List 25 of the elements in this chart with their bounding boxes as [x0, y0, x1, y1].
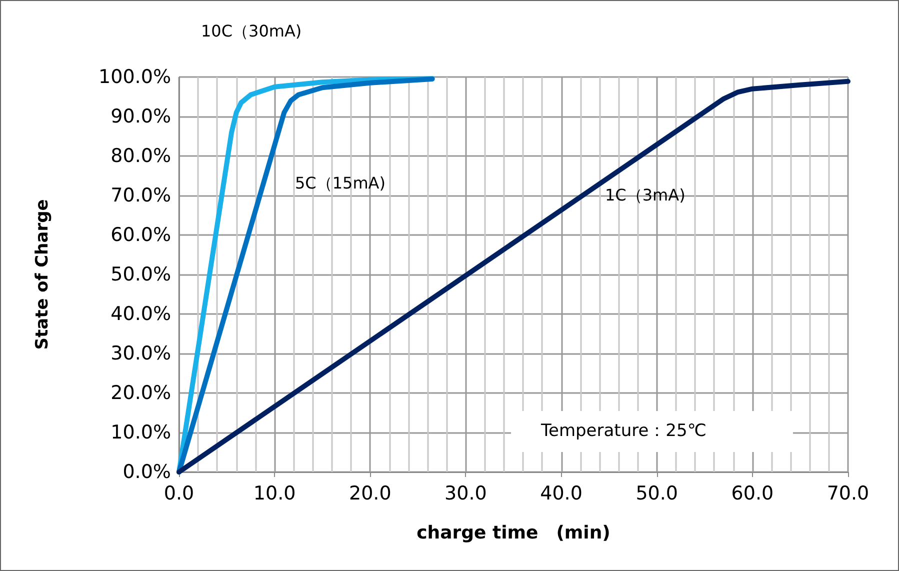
- y-tick-label: 10.0%: [110, 422, 171, 444]
- x-tick-label: 50.0: [636, 482, 678, 504]
- y-tick-label: 0.0%: [122, 461, 171, 483]
- annotation: Temperature：25℃: [541, 421, 706, 442]
- y-tick-label: 20.0%: [110, 382, 171, 404]
- y-tick-label: 70.0%: [110, 184, 171, 206]
- y-tick-label: 50.0%: [110, 264, 171, 286]
- y-axis-title: State of Charge: [32, 199, 52, 350]
- text: 10C（30mA): [201, 22, 302, 40]
- x-tick-label: 60.0: [731, 482, 774, 504]
- y-tick-label: 100.0%: [98, 66, 171, 88]
- y-tick-label: 30.0%: [110, 342, 171, 364]
- x-tick-label: 30.0: [444, 482, 487, 504]
- x-tick-label: 20.0: [348, 482, 392, 504]
- annotation: 5C（15mA): [295, 174, 386, 192]
- x-tick-label: 0.0: [164, 482, 194, 504]
- annotation: 1C（3mA): [605, 186, 686, 204]
- y-tick-label: 60.0%: [110, 224, 171, 246]
- x-tick-label: 70.0: [826, 482, 870, 504]
- y-tick-label: 40.0%: [110, 303, 171, 325]
- x-tick-label: 10.0: [253, 482, 296, 504]
- x-axis-title: charge time (min): [416, 522, 610, 544]
- y-tick-label: 90.0%: [110, 106, 171, 128]
- y-tick-label: 80.0%: [110, 145, 171, 167]
- x-tick-label: 40.0: [540, 482, 582, 504]
